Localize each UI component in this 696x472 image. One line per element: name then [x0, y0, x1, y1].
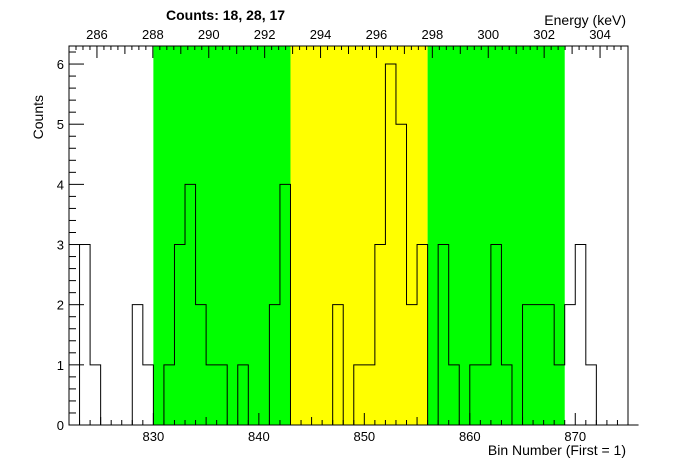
- energy-axis-title: Energy (keV): [544, 12, 626, 28]
- histogram-series: [69, 63, 639, 426]
- y-tick-label: 6: [57, 57, 64, 72]
- bottom-x-axis: 830 840 850 860 870: [68, 413, 629, 444]
- x-tick-label: 840: [248, 429, 270, 444]
- chart-title: Counts: 18, 28, 17: [166, 7, 285, 23]
- highlight-regions: [153, 46, 565, 425]
- y-tick-label: 5: [57, 117, 64, 132]
- energy-tick-label: 304: [589, 27, 611, 42]
- energy-tick-label: 292: [254, 27, 276, 42]
- x-tick-label: 850: [353, 429, 375, 444]
- left-region: [153, 46, 291, 425]
- y-tick-label: 2: [57, 298, 64, 313]
- y-tick-label: 4: [57, 177, 64, 192]
- histogram-line: [69, 63, 639, 426]
- energy-tick-label: 296: [366, 27, 388, 42]
- x-tick-label: 860: [459, 429, 481, 444]
- peak-region: [290, 46, 428, 425]
- energy-tick-label: 294: [310, 27, 332, 42]
- energy-tick-label: 286: [86, 27, 108, 42]
- x-tick-label: 830: [143, 429, 165, 444]
- x-tick-label: 870: [564, 429, 586, 444]
- y-axis-title: Counts: [30, 95, 46, 139]
- y-axis: 0 1 2 3 4 5 6: [57, 51, 84, 433]
- y-tick-label: 1: [57, 358, 64, 373]
- energy-tick-label: 288: [142, 27, 164, 42]
- energy-tick-label: 290: [198, 27, 220, 42]
- energy-tick-label: 300: [477, 27, 499, 42]
- top-energy-axis: 286 288 290 292 294 296 298 300 302 304: [68, 27, 629, 58]
- energy-tick-label: 302: [533, 27, 555, 42]
- y-tick-label: 3: [57, 238, 64, 253]
- x-axis-title: Bin Number (First = 1): [488, 442, 626, 458]
- right-region: [427, 46, 565, 425]
- energy-tick-label: 298: [421, 27, 443, 42]
- y-tick-label: 0: [57, 418, 64, 433]
